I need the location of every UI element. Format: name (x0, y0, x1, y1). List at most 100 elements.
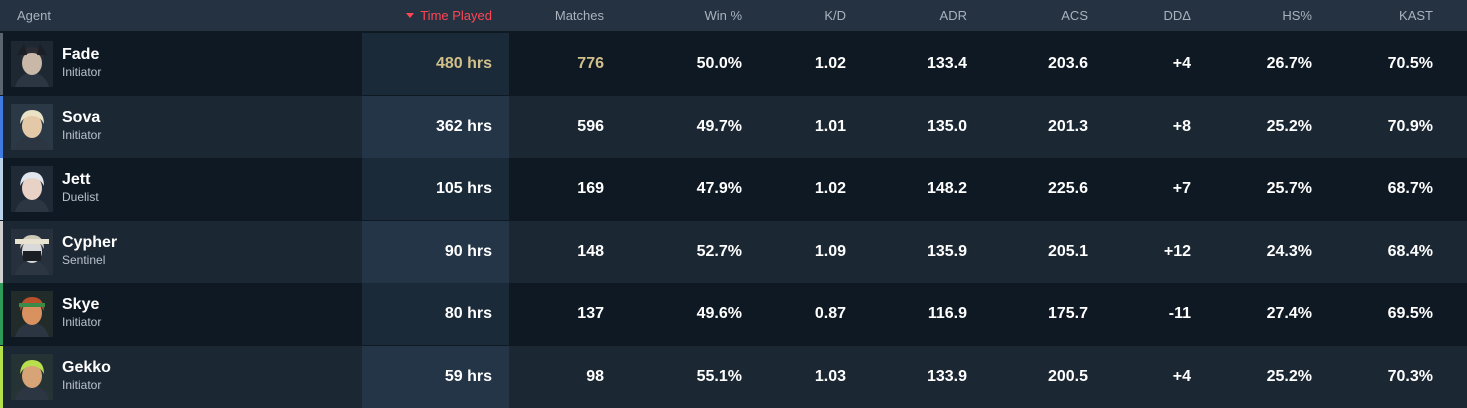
agent-name: Sova (62, 109, 101, 126)
fade-avatar-icon (11, 41, 53, 87)
cypher-avatar-icon (11, 229, 53, 275)
col-header-time-played-label: Time Played (420, 8, 492, 23)
cell-dd: +4 (1172, 368, 1191, 385)
agent-role: Initiator (62, 128, 102, 142)
table-row[interactable]: Fade Initiator 480 hrs 776 50.0% 1.02 133.4 203… (0, 33, 1467, 95)
cell-hs: 25.2% (1266, 368, 1312, 385)
cell-matches: 137 (577, 305, 604, 322)
cell-kast: 68.4% (1387, 243, 1433, 260)
cell-dd: +8 (1172, 118, 1191, 135)
sorted-column-highlight (362, 221, 509, 283)
cell-adr: 148.2 (926, 180, 967, 197)
table-row[interactable]: Jett Duelist 105 hrs 169 47.9% 1.02 148.2 225.6… (0, 158, 1467, 220)
cell-adr: 116.9 (927, 305, 967, 322)
agent-color-accent (0, 33, 3, 95)
col-header-kd[interactable]: K/D (824, 8, 846, 23)
col-header-agent[interactable]: Agent (17, 8, 51, 23)
cell-acs: 200.5 (1047, 368, 1088, 385)
cell-matches: 596 (577, 118, 604, 135)
cell-kd: 1.09 (814, 243, 846, 260)
cell-kd: 1.01 (814, 118, 846, 135)
cell-time-played: 105 hrs (435, 180, 492, 197)
cell-dd: +12 (1163, 243, 1191, 260)
sova-avatar-icon (11, 104, 53, 150)
cell-time-played: 362 hrs (435, 118, 492, 135)
agent-color-accent (0, 96, 3, 158)
table-header: Agent Time Played Matches Win % K/D ADR … (0, 0, 1467, 31)
col-header-dd[interactable]: DDΔ (1163, 8, 1191, 23)
cell-hs: 27.4% (1266, 305, 1312, 322)
cell-adr: 135.9 (926, 243, 967, 260)
agent-name: Jett (62, 171, 91, 188)
cell-time-played: 90 hrs (444, 243, 492, 260)
cell-hs: 25.7% (1266, 180, 1312, 197)
cell-acs: 205.1 (1047, 243, 1088, 260)
cell-time-played: 480 hrs (435, 55, 492, 72)
cell-dd: -11 (1168, 305, 1191, 322)
cell-hs: 24.3% (1266, 243, 1312, 260)
cell-dd: +4 (1172, 55, 1191, 72)
cell-kast: 69.5% (1387, 305, 1433, 322)
cell-adr: 133.4 (926, 55, 967, 72)
agent-color-accent (0, 158, 3, 220)
sorted-column-highlight (362, 346, 509, 408)
cell-kd: 1.02 (814, 55, 846, 72)
cell-kd: 1.03 (814, 368, 846, 385)
table-row[interactable]: Sova Initiator 362 hrs 596 49.7% 1.01 135.0 201… (0, 96, 1467, 158)
cell-adr: 135.0 (926, 118, 967, 135)
col-header-adr[interactable]: ADR (939, 8, 967, 23)
gekko-avatar-icon (11, 354, 53, 400)
agent-name: Skye (62, 296, 100, 313)
agent-color-accent (0, 221, 3, 283)
sorted-column-highlight (362, 33, 509, 95)
agent-role: Sentinel (62, 253, 106, 267)
sort-desc-icon (406, 13, 415, 19)
agent-role: Initiator (62, 315, 102, 329)
cell-acs: 225.6 (1047, 180, 1088, 197)
agent-name: Cypher (62, 234, 118, 251)
col-header-hs[interactable]: HS% (1282, 8, 1312, 23)
cell-hs: 25.2% (1266, 118, 1312, 135)
cell-kast: 70.5% (1387, 55, 1433, 72)
cell-acs: 175.7 (1047, 305, 1088, 322)
cell-win-pct: 50.0% (696, 55, 742, 72)
col-header-acs[interactable]: ACS (1061, 8, 1088, 23)
cell-win-pct: 55.1% (696, 368, 742, 385)
sorted-column-highlight (362, 158, 509, 220)
cell-kast: 68.7% (1387, 180, 1433, 197)
cell-kd: 1.02 (814, 180, 846, 197)
table-row[interactable]: Cypher Sentinel 90 hrs 148 52.7% 1.09 135.9 205… (0, 221, 1467, 283)
cell-adr: 133.9 (926, 368, 967, 385)
skye-avatar-icon (11, 291, 53, 337)
cell-kd: 0.87 (814, 305, 846, 322)
cell-matches: 776 (577, 55, 604, 72)
agent-role: Duelist (62, 190, 99, 204)
agent-color-accent (0, 283, 3, 345)
cell-acs: 203.6 (1047, 55, 1088, 72)
agent-role: Initiator (62, 65, 102, 79)
agent-color-accent (0, 346, 3, 408)
cell-time-played: 59 hrs (444, 368, 492, 385)
cell-dd: +7 (1172, 180, 1191, 197)
cell-matches: 98 (586, 368, 604, 385)
cell-win-pct: 49.7% (696, 118, 742, 135)
agent-role: Initiator (62, 378, 102, 392)
sorted-column-highlight (362, 96, 509, 158)
col-header-kast[interactable]: KAST (1399, 8, 1433, 23)
jett-avatar-icon (11, 166, 53, 212)
table-row[interactable]: Gekko Initiator 59 hrs 98 55.1% 1.03 133.9 200.… (0, 346, 1467, 408)
col-header-matches[interactable]: Matches (554, 8, 604, 23)
agent-name: Gekko (62, 359, 111, 376)
cell-win-pct: 49.6% (696, 305, 742, 322)
col-header-time-played[interactable]: Time Played (406, 0, 492, 31)
sorted-column-highlight (362, 283, 509, 345)
agent-name: Fade (62, 46, 100, 63)
cell-acs: 201.3 (1047, 118, 1088, 135)
cell-kast: 70.3% (1387, 368, 1433, 385)
cell-hs: 26.7% (1266, 55, 1312, 72)
cell-kast: 70.9% (1387, 118, 1433, 135)
col-header-win-pct[interactable]: Win % (704, 8, 742, 23)
table-row[interactable]: Skye Initiator 80 hrs 137 49.6% 0.87 116.9 175.… (0, 283, 1467, 345)
cell-win-pct: 47.9% (696, 180, 742, 197)
